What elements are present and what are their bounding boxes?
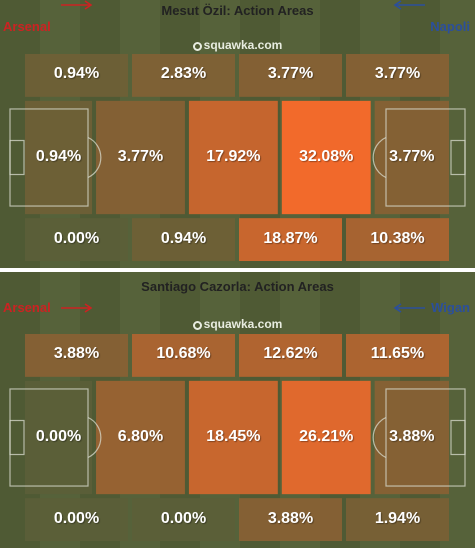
heatmap-panel-cazorla: Santiago Cazorla: Action Areas Arsenal W… (0, 272, 475, 548)
heat-cell (96, 380, 185, 495)
squawka-logo-icon (192, 42, 202, 51)
cell-value-label: 0.00% (35, 427, 82, 445)
goal-box-right (450, 139, 466, 176)
team-left-label: Arsenal (3, 19, 51, 34)
cell-value-label: 6.80% (117, 427, 164, 445)
brand-watermark: squawka.com (0, 38, 475, 52)
heat-cell (374, 100, 449, 215)
cell-value-label: 0.94% (53, 65, 100, 83)
cell-value-label: 32.08% (299, 147, 354, 165)
arrow-right-icon (61, 0, 93, 10)
arrow-right-icon (61, 303, 93, 313)
heat-cell (374, 380, 449, 495)
arrow-left-icon (393, 303, 425, 313)
heat-cell (132, 498, 235, 541)
brand-text: squawka.com (203, 317, 283, 331)
chart-title: Santiago Cazorla: Action Areas (141, 279, 334, 294)
cell-value-label: 0.00% (160, 509, 207, 527)
cell-value-label: 18.45% (206, 427, 261, 445)
heat-cell (132, 334, 235, 377)
team-left-label: Arsenal (3, 300, 51, 315)
heat-cell (25, 218, 128, 261)
heat-cell (132, 218, 235, 261)
heat-cell (132, 54, 235, 97)
goal-box-left (9, 419, 25, 456)
heat-cell (239, 334, 342, 377)
heat-cell (25, 334, 128, 377)
cell-value-label: 10.38% (370, 229, 425, 247)
cell-value-label: 3.88% (389, 427, 435, 445)
pitch-svg (0, 0, 475, 268)
goal-box-left (9, 139, 25, 176)
heat-cell (346, 218, 449, 261)
heat-cell (281, 380, 371, 495)
heat-cell (25, 54, 128, 97)
cell-value-label: 3.77% (389, 147, 435, 165)
heat-cell (188, 100, 278, 215)
cell-value-label: 18.87% (263, 229, 318, 247)
cell-value-label: 1.94% (374, 509, 421, 527)
cell-value-label: 0.00% (53, 229, 100, 247)
cell-value-label: 10.68% (156, 345, 211, 363)
team-right-label: Napoli (430, 19, 470, 34)
cell-value-label: 26.21% (299, 427, 354, 445)
cell-value-label: 3.77% (117, 147, 164, 165)
pitch-svg (0, 272, 475, 548)
cell-value-label: 3.77% (374, 65, 421, 83)
heat-cell (239, 218, 342, 261)
panel-divider (0, 268, 475, 272)
penalty-arc-left (87, 136, 102, 179)
arrow-left-icon (393, 0, 425, 10)
cell-value-label: 17.92% (206, 147, 261, 165)
cell-value-label: 3.88% (53, 345, 100, 363)
team-right-label: Wigan (431, 300, 470, 315)
cell-value-label: 11.65% (370, 345, 425, 363)
cell-value-label: 0.00% (53, 509, 100, 527)
heat-cell (239, 498, 342, 541)
cell-value-label: 3.88% (267, 509, 314, 527)
heat-cell (25, 498, 128, 541)
penalty-arc-left (87, 416, 102, 459)
squawka-logo-icon (192, 321, 202, 330)
heat-cell (96, 100, 185, 215)
heat-cell (25, 100, 93, 215)
heat-cell (346, 334, 449, 377)
chart-title: Mesut Özil: Action Areas (161, 3, 314, 18)
heat-cell (281, 100, 371, 215)
heat-cell (346, 498, 449, 541)
brand-text: squawka.com (203, 38, 283, 52)
goal-box-right (450, 419, 466, 456)
heat-cell (188, 380, 278, 495)
heat-cell (239, 54, 342, 97)
cell-value-label: 3.77% (267, 65, 314, 83)
heat-cell (25, 380, 93, 495)
penalty-arc-right (372, 416, 387, 459)
heat-cell (346, 54, 449, 97)
penalty-arc-right (372, 136, 387, 179)
cell-value-label: 0.94% (35, 147, 82, 165)
brand-watermark: squawka.com (0, 317, 475, 331)
cell-value-label: 0.94% (160, 229, 207, 247)
cell-value-label: 12.62% (263, 345, 318, 363)
heatmap-panel-ozil: Mesut Özil: Action Areas Arsenal Napoli … (0, 0, 475, 268)
cell-value-label: 2.83% (160, 65, 207, 83)
